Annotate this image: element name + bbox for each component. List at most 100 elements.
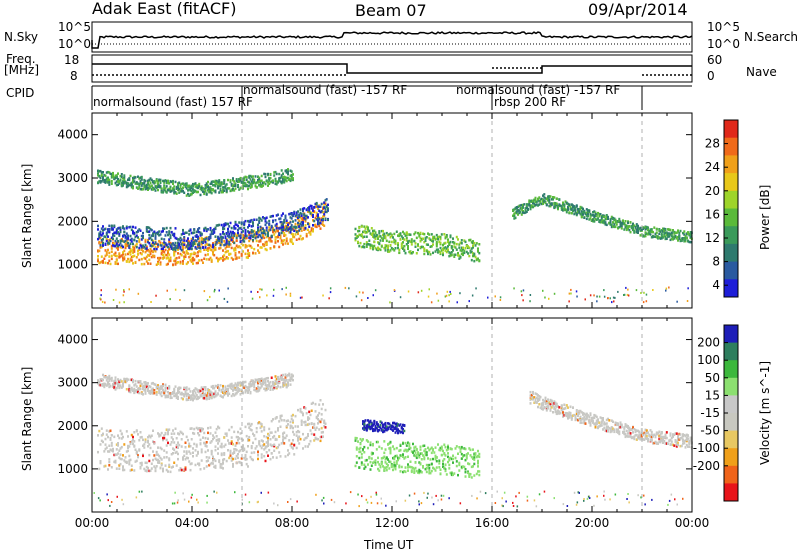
data-cell [553,196,556,199]
data-cell [117,262,119,266]
data-cell [544,201,547,205]
data-cell [158,258,161,262]
data-cell [263,381,266,384]
data-cell [380,447,383,450]
data-cell [275,381,278,384]
data-cell [243,176,246,179]
data-cell [168,253,171,256]
scatter-cell [430,301,433,304]
data-cell [228,245,231,248]
data-cell [173,247,176,251]
data-cell [285,221,288,225]
data-cell [230,384,233,388]
data-cell [288,372,291,376]
data-cell [594,214,597,218]
data-cell [169,180,172,183]
data-cell [160,391,163,394]
data-cell [159,456,162,460]
data-cell [152,458,154,462]
data-cell [204,186,207,190]
data-cell [124,245,127,248]
data-cell [144,469,147,472]
data-cell [244,425,247,429]
data-cell [384,246,387,249]
data-cell [258,389,261,392]
data-cell [425,249,428,253]
data-cell [154,469,157,473]
data-cell [309,230,312,233]
data-cell [635,225,638,228]
data-cell [104,242,107,246]
data-cell [270,431,273,434]
data-cell [237,387,239,390]
data-cell [152,188,154,191]
data-cell [140,435,143,439]
cpid-label: CPID [6,86,35,100]
data-cell [193,394,196,398]
data-cell [254,389,257,392]
data-cell [233,180,236,183]
data-cell [660,234,663,237]
data-cell [660,229,663,232]
data-cell [635,228,638,231]
data-cell [219,246,222,250]
data-cell [169,256,172,259]
data-cell [613,223,616,226]
data-cell [267,184,269,187]
data-cell [152,391,154,394]
data-cell [195,261,198,265]
data-cell [178,443,181,447]
scatter-cell [575,290,578,293]
data-cell [228,235,231,239]
data-cell [624,220,627,223]
data-cell [289,376,292,380]
data-cell [685,236,688,240]
data-cell [107,383,109,386]
data-cell [224,236,227,240]
data-cell [562,201,564,204]
data-cell [218,389,221,392]
data-cell [173,254,176,257]
data-cell [143,178,146,182]
scatter-cell [471,294,474,297]
data-cell [182,228,184,232]
data-cell [157,453,159,456]
data-cell [304,423,307,427]
data-cell [224,443,227,446]
data-cell [129,225,132,229]
data-cell [674,231,677,234]
data-cell [589,212,592,216]
data-cell [267,376,269,380]
data-cell [219,465,222,468]
data-cell [264,172,267,176]
data-cell [174,451,177,454]
scatter-cell [266,294,268,297]
data-cell [234,182,237,185]
data-cell [147,253,149,257]
data-cell [532,205,534,209]
data-cell [248,244,251,247]
data-cell [390,240,393,244]
data-cell [233,225,236,228]
data-cell [215,385,218,388]
data-cell [418,454,421,457]
data-cell [265,435,268,439]
data-cell [145,461,148,465]
data-cell [435,237,438,240]
data-cell [682,237,684,240]
data-cell [167,251,169,255]
data-cell [184,182,187,186]
data-cell [265,235,268,239]
data-cell [318,428,321,431]
data-cell [124,236,127,239]
data-cell [124,234,127,238]
data-cell [319,399,322,402]
scatter-cell [542,289,544,292]
data-cell [225,245,228,248]
data-cell [198,427,201,430]
data-cell [650,230,653,233]
data-cell [280,214,283,217]
data-cell [317,215,319,218]
data-cell [128,178,131,182]
data-cell [167,470,169,473]
